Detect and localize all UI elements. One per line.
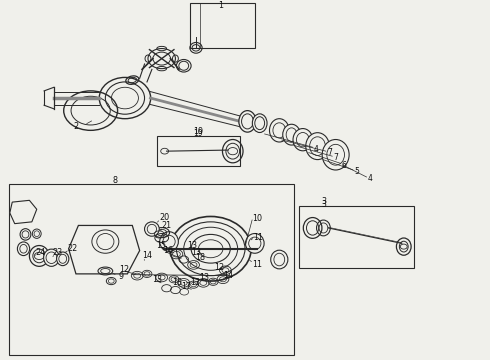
Ellipse shape: [112, 87, 138, 109]
Text: 19: 19: [193, 127, 203, 136]
Text: 4: 4: [368, 174, 372, 183]
Text: 1: 1: [218, 1, 223, 10]
Bar: [190, 3, 255, 48]
Text: 10: 10: [252, 214, 262, 223]
Text: 2: 2: [74, 122, 78, 131]
Text: 12: 12: [120, 265, 129, 274]
Ellipse shape: [18, 242, 29, 256]
Text: 17: 17: [181, 282, 191, 291]
Text: 7: 7: [333, 153, 338, 162]
Ellipse shape: [32, 229, 41, 238]
Bar: [299, 206, 414, 269]
Bar: [9, 184, 294, 355]
Ellipse shape: [252, 114, 267, 132]
Ellipse shape: [99, 77, 151, 119]
Text: 6: 6: [342, 161, 346, 170]
Text: 7: 7: [327, 148, 332, 157]
Bar: [157, 136, 240, 166]
Text: 19: 19: [194, 130, 203, 139]
Text: 12: 12: [215, 263, 224, 272]
Text: 24: 24: [36, 248, 46, 257]
Ellipse shape: [29, 246, 49, 266]
Polygon shape: [10, 200, 37, 224]
Circle shape: [191, 234, 230, 263]
Text: 4: 4: [314, 144, 318, 153]
Text: 3: 3: [322, 197, 327, 206]
Text: 3: 3: [321, 201, 326, 210]
Text: 18: 18: [172, 278, 182, 287]
Text: 11: 11: [253, 234, 263, 243]
Text: 18: 18: [195, 253, 205, 262]
Text: 23: 23: [53, 248, 63, 257]
Text: 16: 16: [163, 246, 173, 255]
Ellipse shape: [270, 119, 289, 142]
Text: 13: 13: [152, 275, 162, 284]
Ellipse shape: [322, 140, 349, 170]
Ellipse shape: [270, 250, 288, 269]
Text: 11: 11: [252, 260, 262, 269]
Polygon shape: [69, 225, 140, 274]
Text: 13: 13: [190, 278, 200, 287]
Text: 20: 20: [159, 213, 169, 222]
Ellipse shape: [293, 129, 313, 151]
Text: 14: 14: [223, 271, 233, 280]
Ellipse shape: [171, 216, 251, 281]
Text: 13: 13: [191, 248, 201, 257]
Ellipse shape: [56, 252, 69, 266]
Ellipse shape: [245, 234, 264, 253]
Ellipse shape: [306, 133, 329, 159]
Text: 9: 9: [119, 272, 124, 281]
Ellipse shape: [145, 222, 159, 236]
Ellipse shape: [105, 82, 145, 114]
Ellipse shape: [239, 111, 256, 132]
Ellipse shape: [44, 249, 59, 266]
Text: 15: 15: [157, 241, 167, 250]
Ellipse shape: [283, 124, 300, 145]
Text: 5: 5: [354, 167, 359, 176]
Ellipse shape: [20, 229, 31, 240]
Text: 8: 8: [113, 176, 118, 185]
Text: 13: 13: [199, 273, 209, 282]
Text: 22: 22: [68, 244, 77, 253]
Ellipse shape: [160, 232, 178, 251]
Text: 21: 21: [162, 221, 172, 230]
Text: 13: 13: [188, 241, 197, 250]
Text: 14: 14: [142, 251, 152, 260]
